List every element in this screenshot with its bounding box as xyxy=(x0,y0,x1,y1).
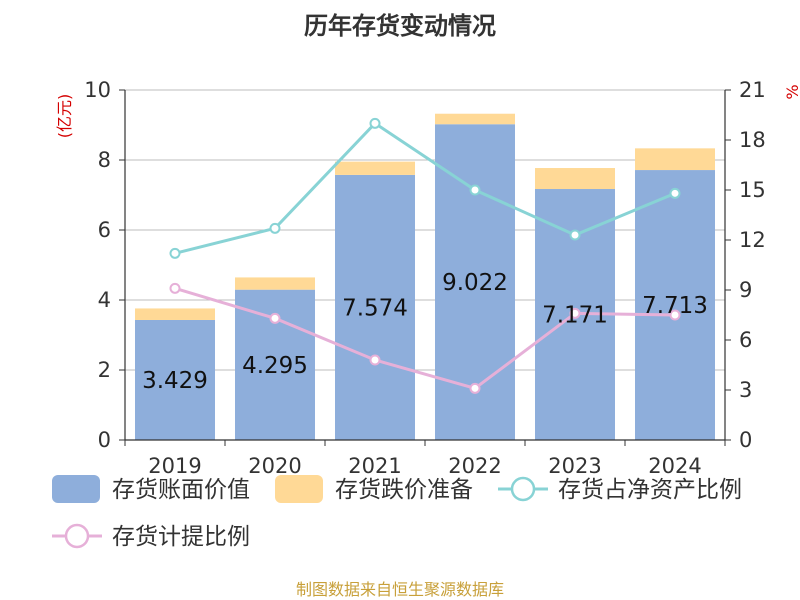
series-point xyxy=(569,307,581,319)
grid-lines xyxy=(125,89,725,371)
legend-label: 存货计提比例 xyxy=(112,524,250,550)
left-axis-unit: (亿元) xyxy=(55,94,74,139)
right-axis-tick-label: 0 xyxy=(739,428,752,452)
bar-data-label: 7.574 xyxy=(342,295,408,321)
series-point xyxy=(169,282,181,294)
legend-swatch xyxy=(52,475,100,503)
bar-book-value xyxy=(335,174,415,440)
left-axis-tick-label: 8 xyxy=(98,148,111,172)
left-axis-tick-label: 4 xyxy=(98,288,111,312)
legend-swatch-marker xyxy=(64,523,90,549)
legend-label: 存货占净资产比例 xyxy=(558,477,742,503)
legend-swatch-marker xyxy=(510,476,536,502)
bar-provision xyxy=(135,308,215,320)
x-axis-tick-label: 2019 xyxy=(148,454,201,478)
bar-layer xyxy=(135,113,715,441)
series-point xyxy=(369,354,381,366)
bar-label-layer: 3.429 4.295 7.574 9.022 7.171 7.713 xyxy=(142,270,708,394)
axes: 0 2 4 6 8 10 0 3 6 9 12 15 18 21 2019 2020 2021 2022 2023 2… xyxy=(84,78,765,478)
bar-provision xyxy=(535,168,615,190)
chart-title: 历年存货变动情况 xyxy=(304,12,496,40)
bar-provision xyxy=(235,277,315,290)
series-point xyxy=(669,309,681,321)
series-point xyxy=(669,187,681,199)
bar-data-label: 9.022 xyxy=(442,270,508,296)
bar-data-label: 4.295 xyxy=(242,353,308,379)
bar-provision xyxy=(635,148,715,171)
left-axis-tick-label: 10 xyxy=(84,78,111,102)
right-axis-tick-label: 18 xyxy=(739,128,766,152)
series-point xyxy=(269,312,281,324)
right-axis-tick-label: 21 xyxy=(739,78,766,102)
x-axis-tick-label: 2024 xyxy=(648,454,701,478)
series-point xyxy=(469,382,481,394)
legend-label: 存货账面价值 xyxy=(112,477,250,503)
left-axis-tick-label: 6 xyxy=(98,218,111,242)
legend-label: 存货跌价准备 xyxy=(335,477,473,503)
x-axis-tick-label: 2021 xyxy=(348,454,401,478)
series-point xyxy=(469,184,481,196)
bar-provision xyxy=(335,161,415,175)
bar-data-label: 7.713 xyxy=(642,293,708,319)
right-axis-tick-label: 3 xyxy=(739,378,752,402)
series-line xyxy=(174,286,676,390)
left-axis-tick-label: 0 xyxy=(98,428,111,452)
legend-swatch xyxy=(275,475,323,503)
series-line xyxy=(174,121,676,255)
bar-data-label: 3.429 xyxy=(142,368,208,394)
left-axis-tick-label: 2 xyxy=(98,358,111,382)
bar-book-value xyxy=(635,170,715,441)
right-axis-tick-label: 9 xyxy=(739,278,752,302)
right-axis-tick-label: 6 xyxy=(739,328,752,352)
x-axis-tick-label: 2022 xyxy=(448,454,501,478)
series-point xyxy=(569,229,581,241)
line-layer xyxy=(169,117,681,394)
right-axis-tick-label: 15 xyxy=(739,178,766,202)
x-axis-tick-label: 2020 xyxy=(248,454,301,478)
bar-book-value xyxy=(135,319,215,440)
right-axis-unit: % xyxy=(783,84,800,99)
x-axis-tick-label: 2023 xyxy=(548,454,601,478)
series-point xyxy=(269,222,281,234)
bar-provision xyxy=(435,113,515,125)
series-point xyxy=(369,117,381,129)
right-axis-tick-label: 12 xyxy=(739,228,766,252)
series-point xyxy=(169,247,181,259)
source-note: 制图数据来自恒生聚源数据库 xyxy=(296,580,504,599)
bar-data-label: 7.171 xyxy=(542,303,608,329)
